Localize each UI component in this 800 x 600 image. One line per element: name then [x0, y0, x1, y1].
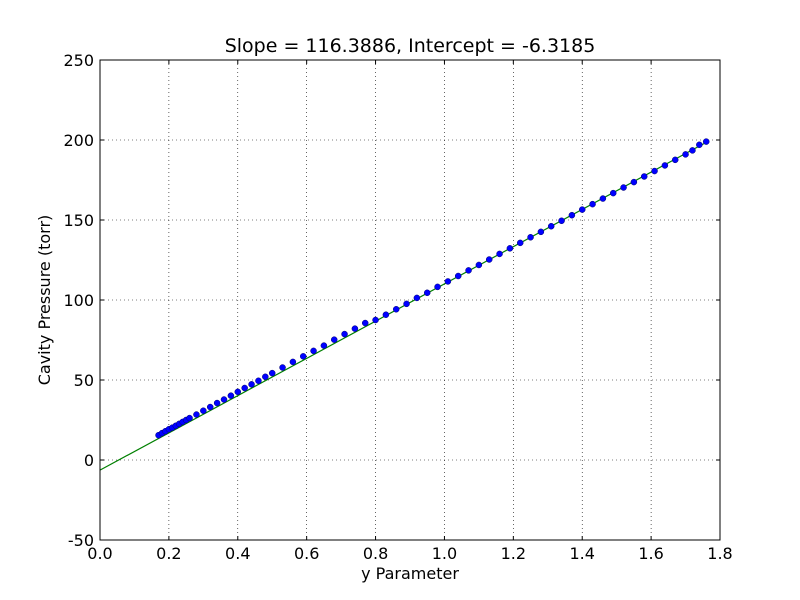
data-point	[454, 272, 462, 280]
data-point	[289, 358, 297, 366]
x-tick-label: 1.6	[638, 544, 663, 563]
data-point	[361, 319, 369, 327]
y-tick-label: 250	[63, 51, 94, 70]
data-point	[558, 217, 565, 225]
data-point	[547, 222, 555, 230]
data-point	[413, 294, 421, 302]
x-tick-label: 0.8	[363, 544, 388, 563]
x-tick-label: 1.8	[707, 544, 732, 563]
data-point	[241, 384, 248, 392]
data-point	[382, 311, 390, 318]
data-point	[193, 411, 200, 418]
x-tick-labels: 0.0 0.2 0.4 0.6 0.8 1.0 1.2 1.4 1.6 1.8	[87, 544, 732, 563]
data-point	[234, 388, 242, 396]
axis-ticks	[99, 59, 721, 541]
y-tick-label: 50	[74, 371, 94, 390]
y-tick-labels: -50 0 50 100 150 200 250	[63, 51, 94, 550]
data-point	[506, 245, 514, 252]
data-point	[527, 234, 534, 241]
y-tick-label: -50	[68, 531, 94, 550]
scatter-points	[155, 138, 710, 439]
chart-title: Slope = 116.3886, Intercept = -6.3185	[225, 35, 596, 57]
data-point	[640, 173, 648, 180]
y-tick-label: 0	[84, 451, 94, 470]
x-tick-label: 0.2	[156, 544, 181, 563]
data-point	[341, 330, 348, 338]
y-axis-label: Cavity Pressure (torr)	[35, 215, 54, 386]
data-point	[475, 261, 483, 269]
data-point	[220, 396, 228, 403]
data-point	[186, 414, 193, 422]
data-point	[599, 195, 607, 202]
data-point	[434, 283, 441, 291]
data-point	[671, 156, 679, 164]
data-point	[516, 239, 524, 247]
data-point	[589, 200, 596, 208]
x-axis-label: y Parameter	[361, 564, 459, 583]
data-point	[661, 162, 669, 169]
data-point	[682, 151, 689, 158]
data-point	[330, 336, 338, 343]
data-point	[248, 381, 255, 388]
data-point	[310, 347, 317, 355]
data-point	[630, 178, 638, 186]
data-point	[268, 369, 276, 377]
data-point	[351, 325, 359, 332]
data-point	[568, 211, 576, 219]
data-point	[299, 353, 307, 360]
data-point	[537, 228, 545, 236]
data-point	[279, 364, 286, 371]
data-point	[213, 399, 221, 407]
data-point	[578, 206, 586, 213]
data-point	[262, 373, 269, 381]
y-tick-label: 200	[63, 131, 94, 150]
data-point	[200, 407, 207, 414]
data-point	[227, 392, 235, 399]
data-point	[320, 342, 328, 349]
x-tick-label: 0.0	[87, 544, 112, 563]
data-point	[255, 377, 262, 385]
x-tick-label: 0.4	[225, 544, 250, 563]
data-point	[620, 184, 627, 191]
x-tick-label: 0.6	[294, 544, 319, 563]
x-tick-label: 1.4	[569, 544, 594, 563]
data-point	[465, 267, 472, 274]
data-point	[372, 316, 379, 324]
x-tick-label: 1.0	[432, 544, 457, 563]
data-point	[609, 189, 617, 197]
y-tick-label: 150	[63, 211, 94, 230]
grid-lines	[100, 60, 720, 540]
data-point	[689, 147, 696, 154]
data-point	[702, 138, 710, 145]
data-point	[485, 256, 493, 263]
data-point	[696, 141, 703, 149]
data-point	[651, 167, 658, 175]
data-point	[444, 278, 452, 285]
data-point	[206, 403, 214, 411]
data-point	[496, 250, 503, 258]
data-point	[403, 300, 410, 308]
data-point	[392, 306, 400, 313]
y-tick-label: 100	[63, 291, 94, 310]
x-tick-label: 1.2	[501, 544, 526, 563]
data-point	[423, 289, 431, 297]
